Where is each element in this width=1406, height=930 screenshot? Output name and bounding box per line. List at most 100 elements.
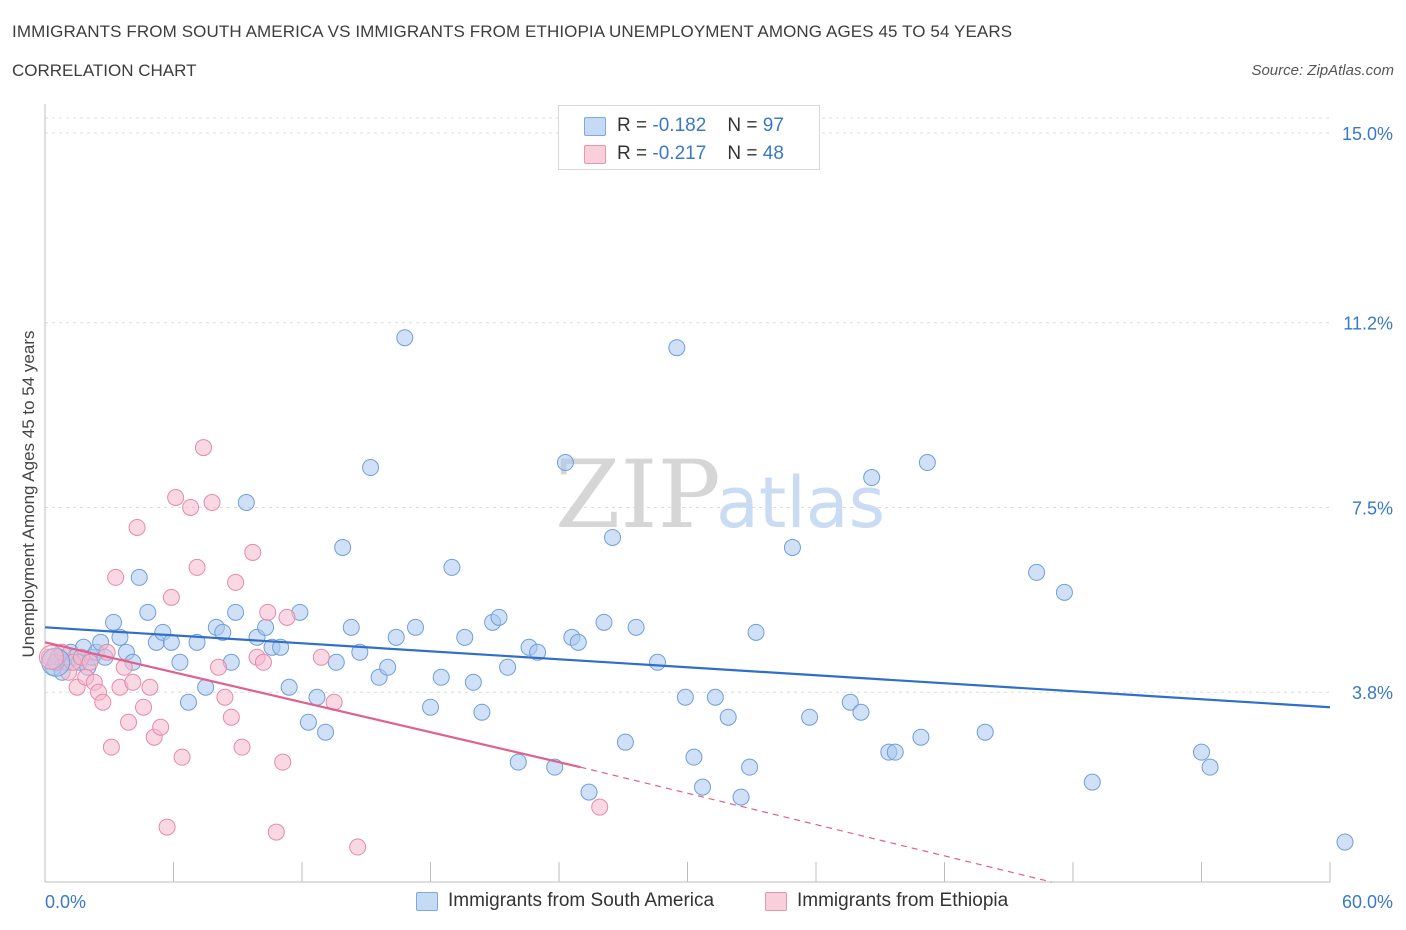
point-south-america [227, 603, 245, 621]
point-ethiopia [278, 608, 296, 626]
point-south-america [595, 613, 613, 631]
point-south-america [490, 608, 508, 626]
point-south-america [214, 623, 232, 641]
watermark: ZIP atlas [555, 441, 885, 550]
point-south-america [556, 454, 574, 472]
point-ethiopia [194, 439, 212, 457]
legend-r-value: -0.182 [652, 115, 707, 136]
legend-r-label: R = [617, 115, 648, 136]
point-south-america [801, 708, 819, 726]
point-ethiopia [81, 653, 99, 671]
point-south-america [863, 469, 881, 487]
point-ethiopia [312, 648, 330, 666]
point-south-america [432, 668, 450, 686]
y-tick-label: 11.2% [1343, 314, 1393, 334]
legend-n-label: N = [727, 143, 758, 164]
point-south-america [139, 603, 157, 621]
legend-n-label: N = [727, 115, 758, 136]
point-ethiopia [182, 498, 200, 516]
point-south-america [299, 713, 317, 731]
legend-row-south-america: R = -0.182 N = 97 [559, 112, 819, 140]
legend-swatch-pink [584, 145, 606, 164]
trend-line-ethiopia-extrapolated [580, 766, 1052, 883]
point-south-america [509, 753, 527, 771]
bottom-legend-label-south-america: Immigrants from South America [448, 890, 715, 911]
chart-title: IMMIGRANTS FROM SOUTH AMERICA VS IMMIGRA… [12, 22, 1013, 41]
point-south-america [912, 728, 930, 746]
point-south-america [407, 618, 425, 636]
axes [44, 104, 1331, 883]
point-south-america [706, 688, 724, 706]
point-south-america [783, 538, 801, 556]
point-south-america [379, 658, 397, 676]
point-south-america [237, 493, 255, 511]
correlation-legend: R = -0.182 N = 97 R = -0.217 N = 48 [558, 105, 820, 170]
point-south-america [886, 743, 904, 761]
point-south-america [693, 778, 711, 796]
point-ethiopia [173, 748, 191, 766]
point-south-america [188, 633, 206, 651]
legend-n-value: 48 [762, 143, 784, 164]
point-south-america [841, 693, 859, 711]
bottom-legend-south-america: Immigrants from South America [416, 890, 746, 914]
legend-row-ethiopia: R = -0.217 N = 48 [559, 140, 819, 168]
point-south-america [685, 748, 703, 766]
bottom-legend-swatch-blue [416, 892, 438, 911]
point-south-america [396, 329, 414, 347]
point-south-america [464, 673, 482, 691]
point-south-america [668, 339, 686, 357]
point-south-america [387, 628, 405, 646]
point-south-america [499, 658, 517, 676]
chart-subtitle: CORRELATION CHART [12, 61, 197, 80]
watermark-atlas: atlas [716, 462, 885, 544]
point-south-america [918, 454, 936, 472]
point-ethiopia [274, 753, 292, 771]
point-south-america [280, 678, 298, 696]
point-south-america [334, 538, 352, 556]
y-tick-label: 15.0% [1342, 124, 1393, 144]
point-south-america [1083, 773, 1101, 791]
point-ethiopia [94, 693, 112, 711]
tick-labels: 15.0% 11.2% 7.5% 3.8% 0.0% 60.0% [45, 124, 1393, 912]
legend-n-value: 97 [762, 115, 784, 136]
point-south-america [1055, 583, 1073, 601]
point-south-america [362, 459, 380, 477]
point-south-america [130, 568, 148, 586]
y-tick-label: 7.5% [1352, 498, 1393, 518]
x-tick-label: 60.0% [1342, 892, 1393, 912]
point-south-america [1201, 758, 1219, 776]
point-ethiopia [107, 568, 125, 586]
x-tick-label: 0.0% [45, 892, 86, 912]
bottom-legend-ethiopia: Immigrants from Ethiopia [765, 890, 1045, 914]
bottom-legend-swatch-pink [765, 892, 787, 911]
point-south-america [747, 623, 765, 641]
trend-lines [44, 626, 1331, 883]
point-south-america [976, 723, 994, 741]
y-tick-label: 3.8% [1352, 683, 1393, 703]
point-ethiopia [188, 558, 206, 576]
point-ethiopia [162, 588, 180, 606]
point-ethiopia [167, 489, 185, 507]
point-south-america [741, 758, 759, 776]
point-ethiopia [128, 518, 146, 536]
point-south-america [580, 783, 598, 801]
scatter-points [38, 329, 1354, 856]
point-south-america [342, 618, 360, 636]
point-south-america [422, 698, 439, 716]
point-south-america [308, 688, 326, 706]
point-south-america [604, 528, 622, 546]
point-ethiopia [141, 678, 159, 696]
point-south-america [616, 733, 634, 751]
trend-line-ethiopia [44, 641, 581, 769]
point-south-america [351, 643, 369, 661]
point-ethiopia [158, 818, 176, 836]
trend-line-south-america [44, 626, 1331, 709]
point-ethiopia [152, 718, 170, 736]
point-ethiopia [135, 698, 153, 716]
point-south-america [473, 703, 491, 721]
point-ethiopia [120, 713, 138, 731]
point-south-america [852, 703, 870, 721]
legend-r-value: -0.217 [652, 143, 707, 164]
point-ethiopia [227, 573, 245, 591]
